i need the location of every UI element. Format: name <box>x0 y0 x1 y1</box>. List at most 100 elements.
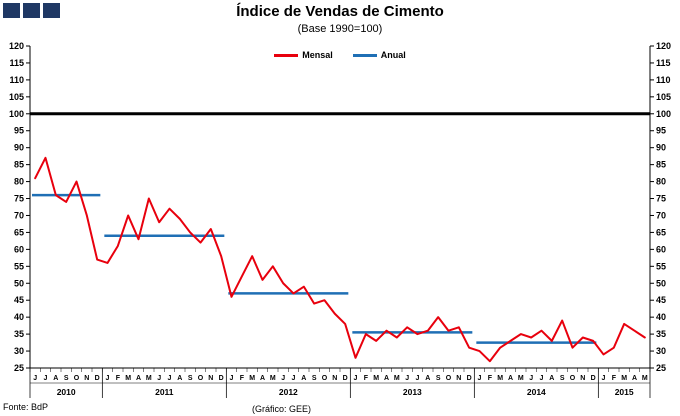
month-label: N <box>456 375 461 382</box>
month-label: N <box>208 375 213 382</box>
year-label: 2010 <box>57 387 76 397</box>
legend-label-mensal: Mensal <box>302 50 333 60</box>
y-axis-label-left: 100 <box>9 109 24 119</box>
logo-square <box>43 3 60 18</box>
year-label: 2015 <box>615 387 634 397</box>
chart-title: Índice de Vendas de Cimento <box>236 3 444 20</box>
month-label: A <box>632 375 637 382</box>
y-axis-label-right: 90 <box>656 143 666 153</box>
month-label: J <box>44 375 48 382</box>
month-label: J <box>33 375 37 382</box>
month-label: J <box>106 375 110 382</box>
mensal-line <box>34 156 646 363</box>
year-label: 2013 <box>403 387 422 397</box>
month-label: O <box>198 375 204 382</box>
month-label: A <box>301 375 306 382</box>
year-label: 2014 <box>527 387 546 397</box>
legend: Mensal Anual <box>0 50 680 60</box>
y-axis-label-left: 65 <box>14 227 24 237</box>
legend-label-anual: Anual <box>380 50 406 60</box>
y-axis-label-right: 40 <box>656 312 666 322</box>
y-axis-label-left: 40 <box>14 312 24 322</box>
y-axis-label-right: 60 <box>656 244 666 254</box>
month-label: M <box>642 375 648 382</box>
month-label: O <box>446 375 452 382</box>
month-label: O <box>322 375 328 382</box>
logo-square <box>23 3 40 18</box>
y-axis-label-left: 45 <box>14 295 24 305</box>
month-label: J <box>405 375 409 382</box>
legend-item-anual: Anual <box>352 50 406 60</box>
y-axis-label-right: 85 <box>656 160 666 170</box>
y-axis-label-left: 85 <box>14 160 24 170</box>
month-label: M <box>125 375 131 382</box>
month-label: D <box>467 375 472 382</box>
month-label: A <box>549 375 554 382</box>
month-label: M <box>249 375 255 382</box>
y-axis-label-left: 110 <box>9 75 24 85</box>
logo-square <box>3 3 20 18</box>
y-axis-label-right: 115 <box>656 58 671 68</box>
y-axis-label-left: 80 <box>14 177 24 187</box>
y-axis-label-left: 50 <box>14 278 24 288</box>
month-label: A <box>136 375 141 382</box>
month-label: N <box>580 375 585 382</box>
month-label: M <box>373 375 379 382</box>
y-axis-label-left: 90 <box>14 143 24 153</box>
y-axis-label-right: 100 <box>656 109 671 119</box>
y-axis-label-left: 55 <box>14 261 24 271</box>
y-axis-label-left: 35 <box>14 329 24 339</box>
month-label: J <box>354 375 358 382</box>
y-axis-label-right: 55 <box>656 261 666 271</box>
y-axis-label-right: 105 <box>656 92 671 102</box>
y-axis-label-left: 70 <box>14 210 24 220</box>
y-axis-label-left: 115 <box>9 58 24 68</box>
month-label: A <box>425 375 430 382</box>
month-label: F <box>612 375 617 382</box>
month-label: J <box>168 375 172 382</box>
y-axis-label-right: 70 <box>656 210 666 220</box>
chart-subtitle: (Base 1990=100) <box>297 23 383 35</box>
month-label: M <box>621 375 627 382</box>
y-axis-label-left: 105 <box>9 92 24 102</box>
y-axis-label-right: 120 <box>656 41 671 51</box>
y-axis-label-right: 45 <box>656 295 666 305</box>
month-label: O <box>74 375 80 382</box>
month-label: A <box>53 375 58 382</box>
logo <box>3 3 60 18</box>
month-label: F <box>364 375 369 382</box>
mensal-line-swatch <box>274 53 299 57</box>
month-label: M <box>518 375 524 382</box>
month-label: A <box>508 375 513 382</box>
month-label: M <box>146 375 152 382</box>
y-axis-label-right: 95 <box>656 126 666 136</box>
anual-line-swatch <box>352 53 377 57</box>
month-label: N <box>332 375 337 382</box>
month-label: D <box>343 375 348 382</box>
y-axis-label-left: 30 <box>14 346 24 356</box>
y-axis-label-left: 25 <box>14 363 24 373</box>
month-label: F <box>240 375 245 382</box>
month-label: D <box>95 375 100 382</box>
month-label: O <box>570 375 576 382</box>
month-label: S <box>436 375 441 382</box>
month-label: J <box>529 375 533 382</box>
source-note: Fonte: BdP <box>3 402 49 412</box>
month-label: D <box>591 375 596 382</box>
month-label: A <box>260 375 265 382</box>
y-axis-label-right: 50 <box>656 278 666 288</box>
month-label: A <box>177 375 182 382</box>
month-label: A <box>384 375 389 382</box>
y-axis-label-right: 65 <box>656 227 666 237</box>
month-label: S <box>312 375 317 382</box>
y-axis-label-right: 110 <box>656 75 671 85</box>
legend-item-mensal: Mensal <box>274 50 333 60</box>
y-axis-label-right: 35 <box>656 329 666 339</box>
y-axis-label-right: 30 <box>656 346 666 356</box>
month-label: S <box>560 375 565 382</box>
y-axis-label-right: 80 <box>656 177 666 187</box>
y-axis-label-left: 120 <box>9 41 24 51</box>
credit-note: (Gráfico: GEE) <box>252 404 312 414</box>
